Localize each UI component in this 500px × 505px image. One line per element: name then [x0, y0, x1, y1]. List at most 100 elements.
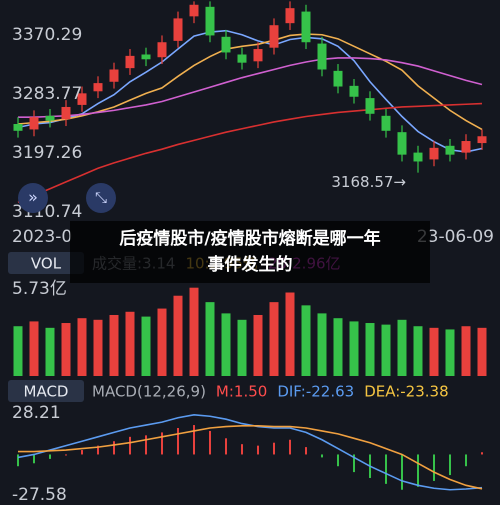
macd-bar — [337, 454, 339, 467]
candle-body — [205, 6, 215, 36]
scroll-icon: » — [28, 188, 38, 207]
candle-body — [413, 152, 423, 162]
indicator-label: DIF:-22.63 — [277, 383, 354, 401]
macd-bar — [353, 454, 355, 473]
volume-bar — [125, 311, 135, 376]
candle-body — [477, 136, 487, 144]
candle-body — [397, 132, 407, 155]
volume-bar — [13, 326, 23, 376]
scroll-left-button[interactable] — [18, 183, 48, 213]
macd-bar — [177, 428, 179, 455]
volume-bar — [141, 316, 151, 376]
macd-bar — [129, 436, 131, 455]
volume-bar — [29, 321, 39, 376]
volume-bar — [157, 308, 167, 376]
candle-body — [189, 4, 199, 17]
candle-body — [381, 115, 391, 131]
overlay: 后疫情股市/疫情股市熔断是哪一年 事件发生的 — [70, 221, 430, 283]
candle-body — [61, 106, 71, 120]
volume-bar — [221, 313, 231, 376]
ma-line — [18, 425, 483, 490]
y-tick-label: 3197.26 — [12, 143, 82, 163]
candle-body — [221, 36, 231, 53]
overlay-title: 事件发生的 — [208, 254, 293, 275]
y-tick-label: 3283.77 — [12, 84, 82, 104]
overlay-box — [70, 221, 430, 283]
y-tick-label: 28.21 — [12, 403, 61, 423]
macd-tab-label: MACD — [24, 383, 69, 401]
volume-bar — [413, 326, 423, 376]
vol-tab-label: VOL — [31, 255, 62, 273]
candle-body — [173, 18, 183, 41]
candle-body — [349, 85, 359, 97]
macd-bar — [145, 435, 147, 455]
macd-bar — [33, 454, 35, 464]
ma-line — [17, 29, 483, 153]
candle-body — [77, 93, 87, 105]
vol-tab[interactable] — [8, 252, 84, 274]
volume-bar — [397, 319, 407, 376]
candle-body — [13, 123, 23, 131]
volume-bar — [349, 321, 359, 376]
ma-line — [18, 57, 483, 118]
y-tick-label: 5.73亿 — [12, 279, 67, 299]
macd-bar — [465, 454, 467, 467]
macd-tab[interactable] — [8, 380, 84, 402]
candle-body — [253, 49, 263, 62]
candle-body — [93, 83, 103, 92]
nav-buttons: » ⤡ — [18, 183, 116, 213]
macd-bar — [433, 454, 435, 481]
candle-body — [125, 55, 135, 69]
macd-bar — [289, 439, 291, 455]
macd-bar — [65, 454, 67, 456]
macd-bar — [385, 454, 387, 484]
macd-bar — [417, 454, 419, 487]
macd-bar — [257, 445, 259, 455]
macd-bar — [97, 445, 99, 455]
y-tick-label: -27.58 — [12, 485, 67, 505]
volume-bar — [333, 318, 343, 376]
volume-bar — [285, 292, 295, 376]
volume-bar — [237, 319, 247, 376]
macd-bar — [49, 454, 51, 459]
candle-body — [333, 70, 343, 87]
macd-bar — [209, 430, 211, 455]
volume-bar — [429, 327, 439, 376]
indicator-label: DEA:-23.38 — [364, 383, 448, 401]
ma-line — [17, 102, 483, 204]
candle-body — [141, 54, 151, 60]
expand-button[interactable] — [86, 183, 116, 213]
macd-bar — [161, 432, 163, 455]
volume-bar — [77, 318, 87, 376]
candle-body — [285, 8, 295, 24]
expand-icon: ⤡ — [95, 189, 107, 207]
volume-bar — [317, 313, 327, 376]
overlay-title: 后疫情股市/疫情股市熔断是哪一年 — [119, 228, 380, 249]
volume-bar — [45, 327, 55, 376]
macd-bar — [113, 441, 115, 455]
macd-bar — [241, 444, 243, 455]
candle-body — [317, 43, 327, 70]
indicator-label: MACD(12,26,9) — [92, 383, 206, 401]
volume-bar — [173, 295, 183, 376]
macd-bar — [17, 454, 19, 467]
macd-bar — [401, 454, 403, 490]
candle-body — [445, 145, 455, 155]
macd-bar — [225, 438, 227, 455]
volume-bar — [189, 287, 199, 376]
macd-bar — [273, 442, 275, 455]
volume-bar — [445, 329, 455, 376]
macd-bar — [449, 454, 451, 476]
volume-bar — [205, 302, 215, 376]
macd-bar — [305, 447, 307, 455]
candle-body — [461, 141, 471, 153]
macd-bar — [81, 450, 83, 455]
indicator-label: M:1.50 — [216, 383, 267, 401]
candle-body — [45, 115, 55, 121]
volume-bar — [365, 323, 375, 376]
candle-body — [429, 147, 439, 160]
volume-bar — [61, 323, 71, 376]
candle-body — [365, 98, 375, 114]
volume-bar — [461, 326, 471, 376]
